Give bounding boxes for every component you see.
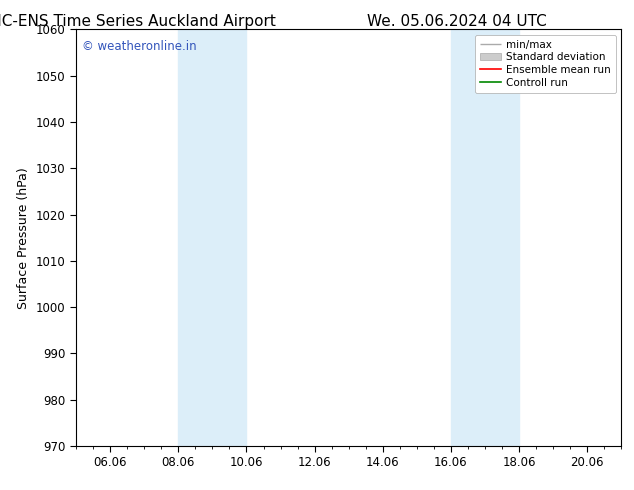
- Y-axis label: Surface Pressure (hPa): Surface Pressure (hPa): [17, 167, 30, 309]
- Text: CMC-ENS Time Series Auckland Airport: CMC-ENS Time Series Auckland Airport: [0, 14, 276, 29]
- Bar: [178, 29, 247, 446]
- Legend: min/max, Standard deviation, Ensemble mean run, Controll run: min/max, Standard deviation, Ensemble me…: [475, 35, 616, 93]
- Text: © weatheronline.in: © weatheronline.in: [82, 40, 196, 53]
- Text: We. 05.06.2024 04 UTC: We. 05.06.2024 04 UTC: [366, 14, 547, 29]
- Bar: [451, 29, 519, 446]
